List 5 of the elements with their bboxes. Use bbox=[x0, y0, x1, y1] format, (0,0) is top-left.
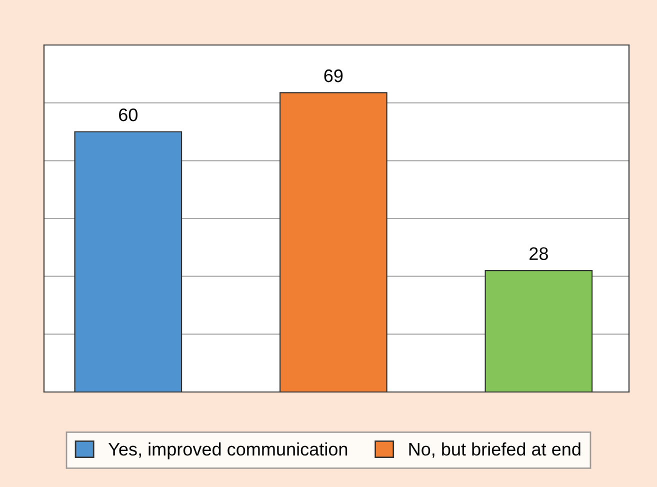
data-label: 60 bbox=[119, 108, 138, 122]
data-label: 28 bbox=[530, 247, 548, 260]
legend-label: Yes, improved communication bbox=[108, 442, 348, 460]
data-label: 69 bbox=[324, 69, 343, 82]
legend-label: No, but briefed at end bbox=[409, 442, 580, 458]
